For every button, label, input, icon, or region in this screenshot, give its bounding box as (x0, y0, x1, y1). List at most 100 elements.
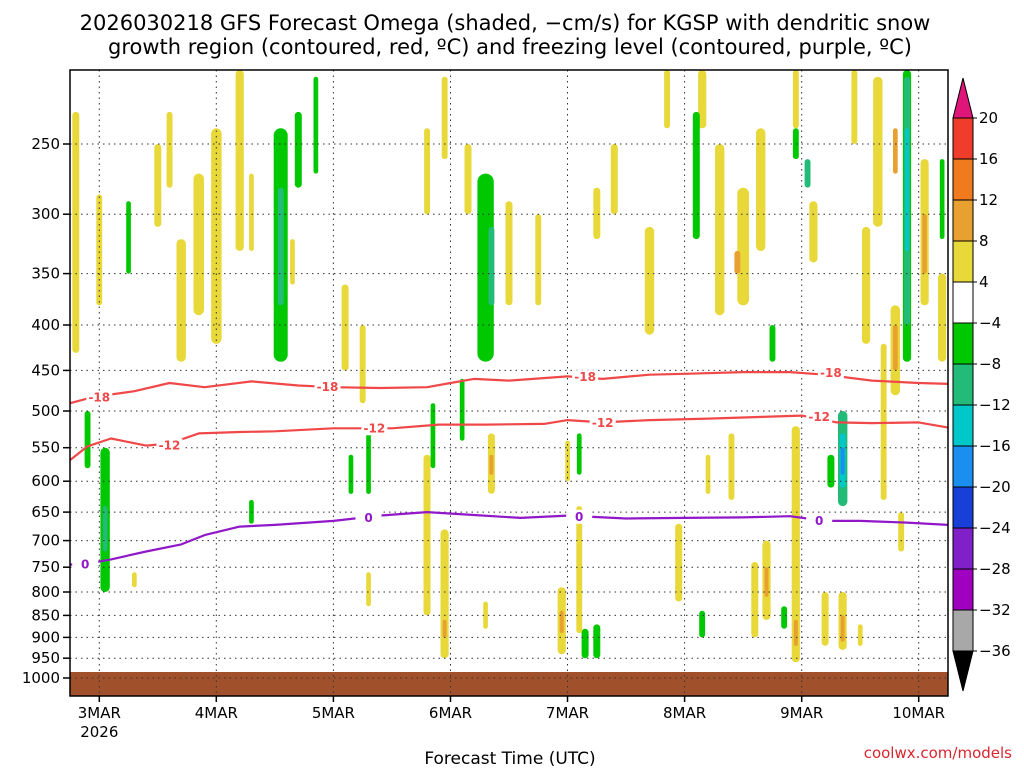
colorbar-segment (952, 117, 974, 160)
contour-label-bg (806, 513, 833, 528)
contour-label: -12 (808, 410, 830, 424)
omega-region-pos4 (576, 506, 583, 634)
omega-region-neg4 (827, 454, 835, 488)
contour-label-bg (817, 366, 844, 380)
y-tick-label: 950 (31, 649, 60, 667)
omega-region-neg4 (294, 111, 302, 188)
colorbar-label: −4 (979, 314, 1001, 332)
omega-region-pos4 (464, 144, 472, 215)
omega-region-pos4 (698, 70, 707, 129)
omega-region-pos8 (734, 250, 741, 274)
colorbar: 20 16 12 8 4 −4 −8 −12 −16 −20 −24 −28 −32 −36 (952, 77, 1011, 692)
omega-region-pos4 (862, 226, 871, 344)
omega-region-pos4 (359, 325, 366, 404)
x-tick-label: 9MAR (780, 704, 823, 722)
colorbar-segment (952, 363, 974, 406)
omega-region-neg4 (477, 173, 494, 362)
contour-label: -18 (574, 370, 596, 384)
y-tick-label: 450 (31, 361, 60, 379)
omega-region-neg4 (781, 606, 788, 629)
omega-region-pos8 (489, 454, 494, 475)
omega-region-pos4 (593, 187, 601, 240)
omega-region-pos8 (893, 128, 898, 174)
x-tick-label: 3MAR (78, 704, 121, 722)
contour-label-bg (806, 410, 833, 425)
contour-label: -18 (88, 391, 110, 405)
contour-label: -18 (820, 366, 842, 380)
omega-region-pos4 (898, 512, 905, 552)
contour-label: -12 (592, 416, 614, 430)
contour-label-bg (566, 509, 593, 524)
omega-region-pos8 (559, 610, 564, 634)
colorbar-label: −8 (979, 355, 1001, 373)
omega-region-neg4 (593, 624, 601, 659)
omega-region-pos4 (96, 194, 103, 306)
colorbar-segment (952, 158, 974, 201)
y-tick-label: 750 (31, 558, 60, 576)
omega-region-pos4 (235, 70, 244, 251)
x-tick-label: 10MAR (892, 704, 945, 722)
y-tick-label: 400 (31, 316, 60, 334)
x-year-label: 2026 (80, 723, 118, 741)
omega-region-pos8 (442, 619, 447, 638)
y-tick-label: 700 (31, 532, 60, 550)
contour-label: 0 (815, 514, 823, 528)
omega-region-pos4 (737, 187, 749, 306)
omega-region-neg12 (905, 128, 909, 251)
omega-region-neg8 (102, 506, 108, 552)
omega-region-pos4 (366, 572, 371, 607)
colorbar-label: 16 (979, 150, 998, 168)
omega-region-neg4 (366, 426, 371, 494)
omega-region-pos8 (922, 214, 927, 274)
omega-region-neg4 (939, 159, 945, 240)
chart-title-line1: 2026030218 GFS Forecast Omega (shaded, −… (80, 11, 931, 35)
colorbar-label: 4 (979, 273, 989, 291)
contour-label-bg (314, 380, 341, 395)
plot-frame (69, 69, 949, 697)
x-tick-label: 6MAR (429, 704, 472, 722)
omega-region-neg16 (840, 447, 845, 475)
omega-region-pos4 (424, 128, 430, 215)
omega-region-pos4 (644, 226, 655, 335)
omega-region-pos4 (756, 128, 766, 251)
contour-label-bg (589, 416, 616, 431)
omega-region-pos8 (793, 619, 798, 646)
colorbar-label: −12 (979, 396, 1011, 414)
omega-region-neg4 (249, 500, 254, 524)
credit-link[interactable]: coolwx.com/models (864, 744, 1012, 762)
colorbar-label: −32 (979, 601, 1011, 619)
colorbar-segment (952, 445, 974, 488)
colorbar-label: −28 (979, 560, 1011, 578)
colorbar-label: −36 (979, 642, 1011, 660)
y-tick-label: 800 (31, 583, 60, 601)
contour-label-bg (156, 438, 183, 453)
omega-region-neg8 (804, 159, 811, 188)
omega-region-pos4 (483, 601, 488, 629)
colorbar-label: 12 (979, 191, 998, 209)
colorbar-label: 8 (979, 232, 989, 250)
y-tick-label: 850 (31, 606, 60, 624)
colorbar-label: −20 (979, 478, 1011, 496)
colorbar-segment (952, 240, 974, 283)
omega-region-pos4 (792, 70, 799, 129)
y-axis: 250 300 350 400 450 500 550 600 650 700 750 800 850 9… (22, 135, 70, 687)
omega-region-pos4 (664, 70, 670, 129)
colorbar-segment (952, 281, 974, 324)
omega-region-pos4 (193, 173, 204, 316)
colorbar-segment (952, 609, 974, 652)
omega-region-neg4 (84, 411, 91, 469)
omega-region-neg4 (430, 403, 436, 469)
omega-region-pos4 (938, 273, 947, 362)
omega-region-pos8 (893, 325, 898, 371)
omega-region-neg4 (576, 433, 582, 475)
x-axis: 3MAR 4MAR 5MAR 6MAR 7MAR 8MAR 9MAR 10MAR 2026 (78, 696, 945, 741)
y-tick-label: 350 (31, 265, 60, 283)
omega-region-pos4 (72, 111, 80, 353)
omega-region-neg4 (692, 111, 700, 240)
contour-label-bg (355, 510, 382, 525)
omega-region-neg4 (581, 628, 589, 659)
omega-region-pos4 (154, 144, 162, 227)
contour-label: 0 (81, 558, 89, 572)
contour-line (69, 371, 949, 405)
omega-region-pos4 (873, 76, 883, 227)
